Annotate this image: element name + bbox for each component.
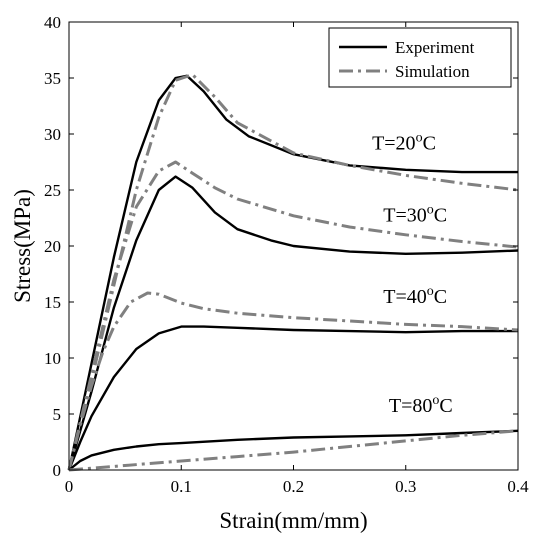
temperature-annotations: T=20oC T=30oC T=40oC T=80oC [372,131,453,417]
y-tick-label: 0 [53,461,62,480]
x-tick-label: 0.4 [507,477,529,496]
y-tick-label: 25 [44,181,61,200]
series-line-t-20-c-simulation [67,73,519,471]
temperature-label: T=20oC [372,131,436,155]
legend-label-experiment: Experiment [395,38,475,57]
axis-ticks: 0 0.1 0.2 0.3 0.4 0 5 10 15 20 25 30 35 40 [44,13,529,496]
series-line-t-80-c-experiment [68,429,519,471]
series-line-t-40-c-experiment [67,325,518,471]
temperature-label: T=80oC [389,393,453,417]
y-axis-title: Stress(MPa) [10,189,35,303]
x-axis-title: Strain(mm/mm) [219,508,367,533]
series-line-t-80-c-simulation [68,429,519,472]
y-tick-label: 5 [53,405,62,424]
x-tick-label: 0.2 [283,477,304,496]
y-tick-label: 15 [44,293,61,312]
x-tick-label: 0.3 [395,477,416,496]
y-tick-label: 35 [44,69,61,88]
series-line-t-30-c-experiment [67,175,519,471]
x-tick-label: 0.1 [171,477,192,496]
legend-box [328,27,512,88]
x-tick-label: 0 [65,477,74,496]
y-tick-label: 30 [44,125,61,144]
series-line-t-30-c-simulation [67,160,519,471]
y-tick-label: 40 [44,13,61,32]
y-tick-label: 10 [44,349,61,368]
temperature-label: T=40oC [383,284,447,308]
y-tick-label: 20 [44,237,61,256]
legend: Experiment Simulation [328,27,512,88]
legend-label-simulation: Simulation [395,62,470,81]
series-layer [67,73,519,472]
temperature-label: T=30oC [383,202,447,226]
series-line-t-20-c-experiment [67,74,518,471]
series-line-t-40-c-simulation [67,291,519,471]
